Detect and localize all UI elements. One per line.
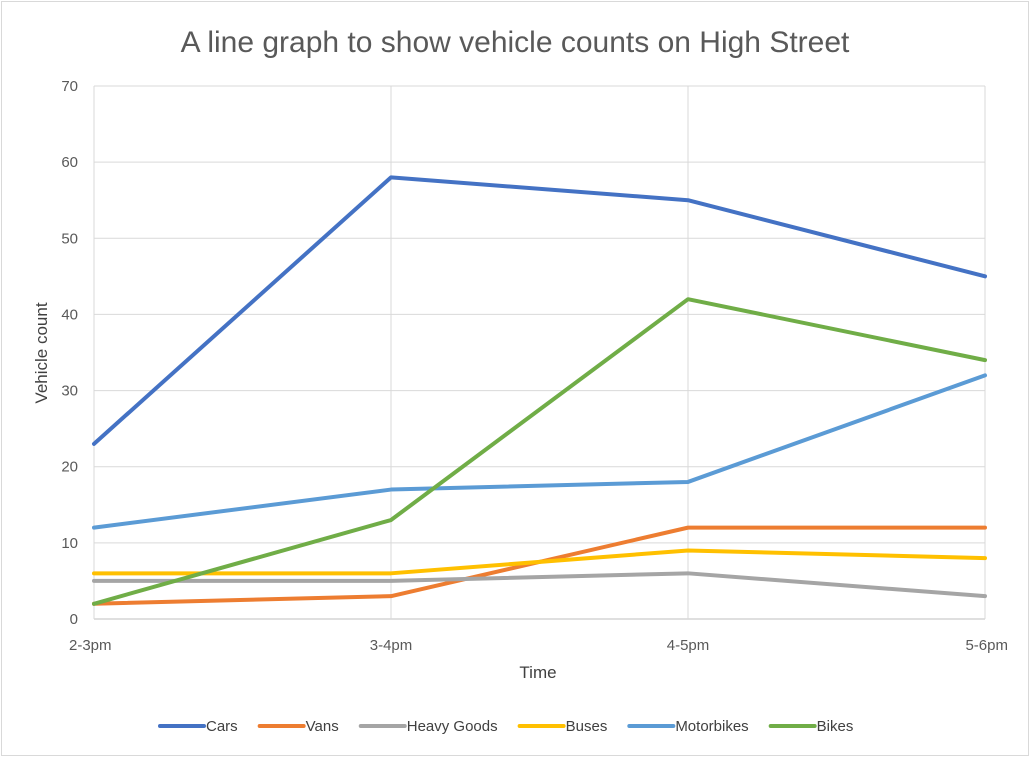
legend-label: Bikes <box>817 718 854 735</box>
legend-item: Motorbikes <box>627 718 749 735</box>
y-tick-label: 0 <box>70 611 78 628</box>
series-line-motorbikes <box>92 373 987 530</box>
legend-item: Bikes <box>768 718 854 735</box>
legend-label: Cars <box>206 718 238 735</box>
y-tick-label: 70 <box>61 78 78 95</box>
legend: Cars Vans Heavy Goods Buses Motorbikes Bikes <box>158 718 854 735</box>
y-tick-label: 30 <box>61 383 78 400</box>
gridlines <box>93 85 986 620</box>
y-tick-label: 60 <box>61 154 78 171</box>
series-line-buses <box>92 548 987 576</box>
series-line-cars <box>92 175 987 446</box>
series-lines <box>92 175 987 606</box>
series-line-bikes <box>92 297 987 606</box>
y-tick-label: 20 <box>61 459 78 476</box>
y-axis-ticks: 0 10 20 30 40 50 60 70 <box>61 78 78 628</box>
legend-label: Buses <box>566 718 608 735</box>
legend-item: Buses <box>517 718 608 735</box>
y-axis-label: Vehicle count <box>32 302 51 403</box>
y-tick-label: 10 <box>61 535 78 552</box>
x-tick-label: 4-5pm <box>667 637 710 654</box>
x-tick-label: 5-6pm <box>965 637 1008 654</box>
x-axis-ticks: 2-3pm 3-4pm 4-5pm 5-6pm <box>69 637 1008 654</box>
legend-item: Vans <box>257 718 339 735</box>
chart-title: A line graph to show vehicle counts on H… <box>181 26 850 59</box>
y-tick-label: 50 <box>61 230 78 247</box>
legend-item: Cars <box>158 718 238 735</box>
y-tick-label: 40 <box>61 306 78 323</box>
x-tick-label: 3-4pm <box>370 637 413 654</box>
series-line-heavy-goods <box>92 571 987 599</box>
legend-item: Heavy Goods <box>358 718 498 735</box>
legend-label: Motorbikes <box>675 718 748 735</box>
x-axis-label: Time <box>519 663 556 682</box>
x-tick-label: 2-3pm <box>69 637 112 654</box>
legend-label: Heavy Goods <box>407 718 498 735</box>
legend-label: Vans <box>306 718 339 735</box>
